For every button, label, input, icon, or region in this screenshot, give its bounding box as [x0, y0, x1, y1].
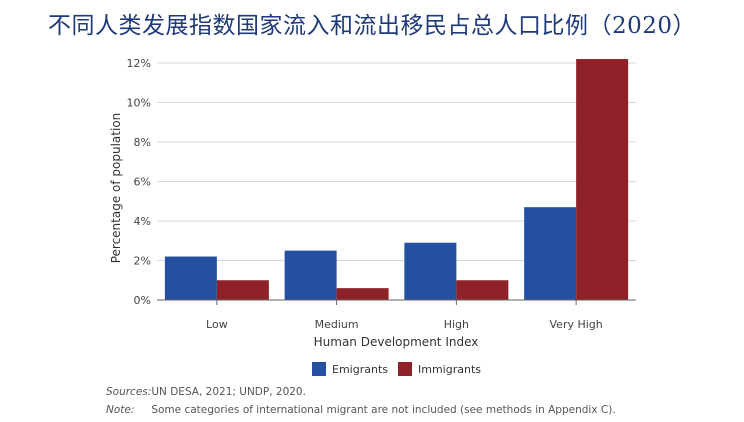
y-tick-label: 10% [127, 97, 151, 110]
legend-swatch-immigrants [398, 362, 412, 376]
page-title: 不同人类发展指数国家流入和流出移民占总人口比例（2020） [47, 13, 697, 39]
y-tick-label: 2% [134, 255, 151, 268]
y-tick-label: 8% [134, 136, 151, 149]
y-axis-title: Percentage of population [109, 113, 123, 264]
legend-label-immigrants: Immigrants [418, 363, 481, 376]
x-tick-label: Very High [550, 318, 603, 331]
axes: 0% 2% 4% 6% 8% 10% 12% Low Medium High Very High [127, 57, 636, 331]
bar-emigrants-high [404, 242, 457, 300]
legend-label-emigrants: Emigrants [332, 363, 388, 376]
legend-swatch-emigrants [312, 362, 326, 376]
x-axis-title: Human Development Index [314, 335, 479, 349]
sources-footnote: Sources: UN DESA, 2021; UNDP, 2020. [106, 386, 306, 398]
bars [164, 59, 629, 300]
bar-immigrants-very-high [576, 59, 629, 300]
bar-immigrants-medium [336, 288, 389, 300]
y-tick-label: 4% [134, 215, 151, 228]
note-text: Some categories of international migrant… [151, 404, 616, 416]
bar-emigrants-low [164, 256, 217, 300]
legend: Emigrants Immigrants [312, 362, 481, 376]
y-tick-label: 12% [127, 57, 151, 70]
bar-emigrants-medium [284, 250, 337, 300]
sources-text: UN DESA, 2021; UNDP, 2020. [151, 386, 306, 398]
x-tick-label: Low [206, 318, 228, 331]
sources-label: Sources: [106, 386, 152, 398]
x-tick-label: Medium [315, 318, 359, 331]
bar-immigrants-low [216, 280, 269, 300]
bar-emigrants-very-high [524, 207, 577, 300]
bar-chart: 0% 2% 4% 6% 8% 10% 12% Low Medium High Very High P… [109, 57, 636, 376]
note-label: Note: [106, 404, 135, 416]
y-tick-label: 0% [134, 294, 151, 307]
grid-lines [157, 62, 636, 261]
note-footnote: Note: Some categories of international m… [106, 404, 616, 416]
x-tick-label: High [444, 318, 469, 331]
y-tick-label: 6% [134, 176, 151, 189]
bar-immigrants-high [456, 280, 509, 300]
